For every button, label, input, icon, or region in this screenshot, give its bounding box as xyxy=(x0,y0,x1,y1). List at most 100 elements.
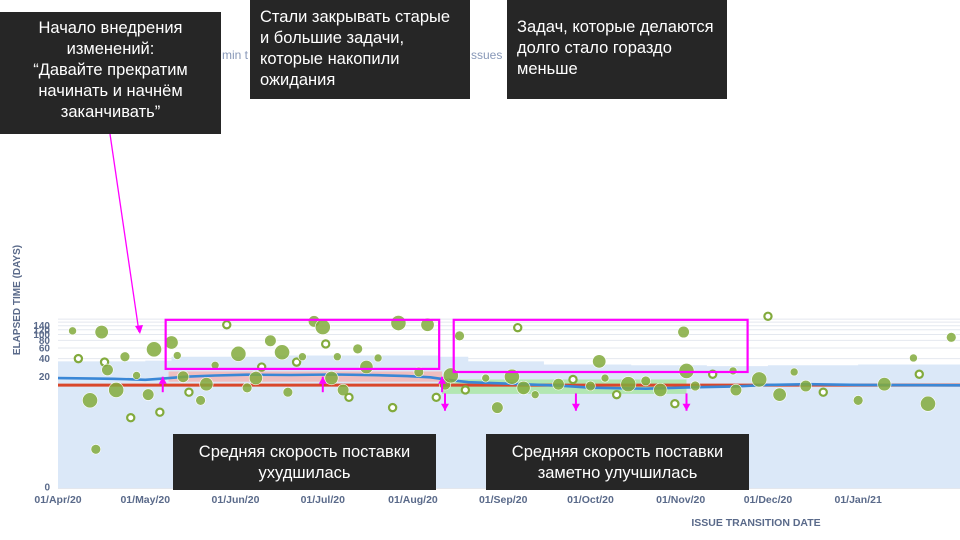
issue-point xyxy=(491,401,504,414)
issue-point xyxy=(337,383,350,397)
x-tick-label: 01/Oct/20 xyxy=(567,494,614,506)
issue-point xyxy=(155,407,165,417)
issue-point xyxy=(274,344,290,361)
issue-point xyxy=(101,363,114,376)
issue-point xyxy=(94,325,109,340)
annotation-fewer-long: Задач, которые делаются долго стало гора… xyxy=(507,0,727,99)
issue-point xyxy=(431,392,441,403)
arrow-head xyxy=(318,376,327,384)
issue-point xyxy=(877,377,892,392)
y-tick-label: 100 xyxy=(33,330,50,341)
issue-point xyxy=(199,377,214,392)
issue-point xyxy=(230,345,247,362)
issue-point xyxy=(653,382,668,397)
issue-point xyxy=(324,371,339,386)
x-axis-title: ISSUE TRANSITION DATE xyxy=(691,517,820,529)
arrow-head xyxy=(571,403,580,411)
issue-point xyxy=(690,380,701,392)
annotation-start: Начало внедрения изменений: “Давайте пре… xyxy=(0,12,221,134)
y-tick-label: 60 xyxy=(39,343,51,354)
issue-point xyxy=(909,353,918,363)
header-fragment-right: ssues xyxy=(471,48,503,62)
issue-point xyxy=(513,322,523,333)
worse-band xyxy=(168,371,443,382)
issue-point xyxy=(552,378,565,391)
arrow-head xyxy=(158,376,167,384)
y-tick-label: 0 xyxy=(44,483,50,494)
issue-point xyxy=(585,380,596,392)
box-fewer-long xyxy=(452,318,749,374)
y-tick-label: 40 xyxy=(39,354,51,365)
magenta-boxes xyxy=(164,318,749,374)
pointer-head xyxy=(135,325,143,334)
issue-point xyxy=(592,354,607,369)
issue-point xyxy=(789,367,799,377)
issue-point xyxy=(73,353,84,364)
issue-point xyxy=(359,360,374,375)
issue-point xyxy=(291,357,302,367)
issue-point xyxy=(352,343,363,355)
issue-point xyxy=(373,353,383,363)
issue-point xyxy=(126,413,136,423)
annotation-closed-old: Стали закрывать старые и большие задачи,… xyxy=(250,0,470,99)
issue-point xyxy=(177,370,190,383)
y-tick-label: 140 xyxy=(33,321,50,332)
arrow-head xyxy=(682,403,691,411)
x-tick-label: 01/Nov/20 xyxy=(656,494,705,506)
y-axis-title: ELAPSED TIME (DAYS) xyxy=(12,245,23,355)
y-tick-label: 80 xyxy=(39,336,51,347)
issue-point xyxy=(852,395,864,406)
issue-point xyxy=(264,334,277,347)
issue-point xyxy=(640,375,651,387)
issue-point xyxy=(729,383,743,397)
annotation-speed-worse: Средняя скорость поставки ухудшилась xyxy=(173,434,436,490)
issue-point xyxy=(611,389,622,400)
issue-point xyxy=(184,387,194,397)
x-tick-label: 01/Sep/20 xyxy=(479,494,528,506)
issue-point xyxy=(920,395,936,412)
issue-point xyxy=(568,374,578,385)
arrow-head xyxy=(440,403,449,411)
issue-point xyxy=(670,399,680,409)
issue-point xyxy=(248,371,263,386)
issue-point xyxy=(442,367,459,384)
issue-point xyxy=(222,320,232,330)
header-fragment-left: min t xyxy=(222,48,249,62)
issue-point xyxy=(333,352,342,362)
issue-point xyxy=(320,339,331,349)
issue-point xyxy=(146,341,162,358)
issue-point xyxy=(298,352,307,362)
issue-point xyxy=(132,371,141,380)
issue-point xyxy=(172,351,182,360)
pointer-line xyxy=(109,133,140,333)
issue-point xyxy=(195,395,206,406)
issue-point xyxy=(914,369,924,379)
annotation-speed-better: Средняя скорость поставки заметно улучши… xyxy=(486,434,749,490)
issue-point xyxy=(82,392,98,409)
issue-point xyxy=(946,332,957,343)
issue-point xyxy=(420,317,435,332)
issue-point xyxy=(677,325,690,339)
y-tick-label: 120 xyxy=(33,325,50,336)
issue-point xyxy=(600,373,610,383)
issue-point xyxy=(620,376,637,393)
x-tick-label: 01/Jul/20 xyxy=(301,494,346,506)
issue-point xyxy=(241,382,253,394)
issue-point xyxy=(763,311,773,321)
issue-point xyxy=(108,382,125,398)
issue-point xyxy=(142,388,155,401)
issue-point xyxy=(282,387,294,398)
issue-point xyxy=(751,371,768,388)
issue-point xyxy=(460,385,471,395)
x-tick-label: 01/Apr/20 xyxy=(34,494,81,506)
issue-point xyxy=(799,379,812,393)
y-tick-label: 20 xyxy=(39,372,51,383)
magenta-arrows xyxy=(109,133,691,411)
issue-point xyxy=(344,392,354,403)
x-tick-label: 01/May/20 xyxy=(120,494,170,506)
issue-point xyxy=(90,444,102,455)
issue-point xyxy=(772,387,787,402)
issue-point xyxy=(164,335,179,350)
x-tick-label: 01/Jan/21 xyxy=(835,494,882,506)
